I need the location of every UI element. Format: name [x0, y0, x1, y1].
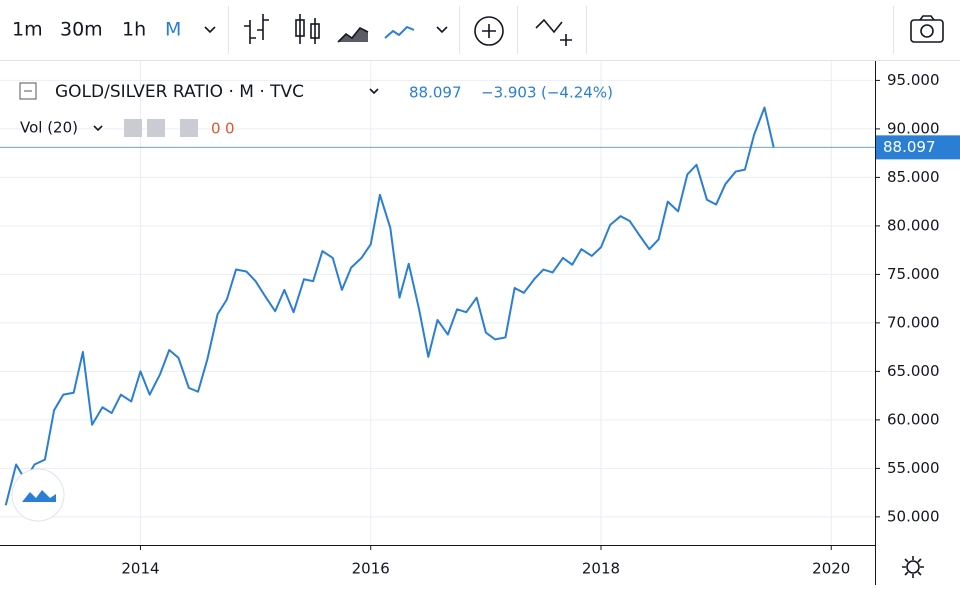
price-line	[4, 106, 775, 506]
line-style-button[interactable]	[384, 25, 415, 39]
interval-button-active[interactable]: M	[165, 19, 181, 41]
settings-button[interactable]	[902, 556, 924, 578]
volume-value: 0	[211, 120, 221, 138]
indicators-button[interactable]	[535, 18, 572, 46]
interval-button[interactable]: 1h	[122, 19, 146, 41]
legend-change-pct: (−4.24%)	[541, 84, 613, 102]
legend-change: −3.903	[481, 84, 537, 102]
y-tick-label: 85.000	[887, 168, 940, 186]
last-value-tag	[876, 135, 960, 160]
compare-button[interactable]	[474, 16, 504, 46]
symbol-title[interactable]: GOLD/SILVER RATIO · M · TVC	[55, 82, 304, 102]
interval-dropdown[interactable]	[204, 26, 216, 34]
volume-label: Vol (20)	[20, 119, 78, 137]
plot-layer	[0, 106, 875, 506]
interval-button[interactable]: 30m	[60, 19, 103, 41]
interval-button[interactable]: 1m	[12, 19, 43, 41]
collapse-legend-button[interactable]	[19, 82, 37, 100]
last-value-tag-label: 88.097	[883, 138, 936, 156]
y-tick-label: 70.000	[887, 313, 940, 331]
volume-remove-button[interactable]	[180, 119, 198, 137]
y-tick-label: 80.000	[887, 216, 940, 234]
toolbar	[0, 0, 960, 60]
y-tick-label: 60.000	[887, 410, 940, 428]
symbol-dropdown[interactable]	[369, 88, 379, 95]
legend-last-value: 88.097	[409, 84, 462, 102]
logo-badge[interactable]	[11, 468, 65, 522]
volume-value: 0	[225, 120, 235, 138]
x-tick-label: 2020	[812, 560, 850, 578]
x-tick-label: 2014	[121, 560, 159, 578]
style-dropdown[interactable]	[436, 26, 448, 34]
screenshot-button[interactable]	[910, 15, 944, 43]
y-tick-label: 65.000	[887, 362, 940, 380]
x-tick-label: 2018	[582, 560, 620, 578]
area-style-button[interactable]	[337, 26, 369, 43]
bar-style-button[interactable]	[244, 14, 269, 44]
volume-settings-button[interactable]	[147, 119, 165, 137]
logo-icon	[22, 490, 56, 502]
y-tick-label: 95.000	[887, 71, 940, 89]
candle-style-button[interactable]	[295, 14, 320, 44]
y-tick-label: 55.000	[887, 459, 940, 477]
grid-layer	[0, 61, 875, 545]
volume-dropdown[interactable]	[93, 125, 103, 132]
volume-visibility-button[interactable]	[124, 119, 142, 137]
y-tick-label: 75.000	[887, 265, 940, 283]
y-tick-label: 50.000	[887, 507, 940, 525]
y-tick-label: 90.000	[887, 119, 940, 137]
x-tick-label: 2016	[352, 560, 390, 578]
